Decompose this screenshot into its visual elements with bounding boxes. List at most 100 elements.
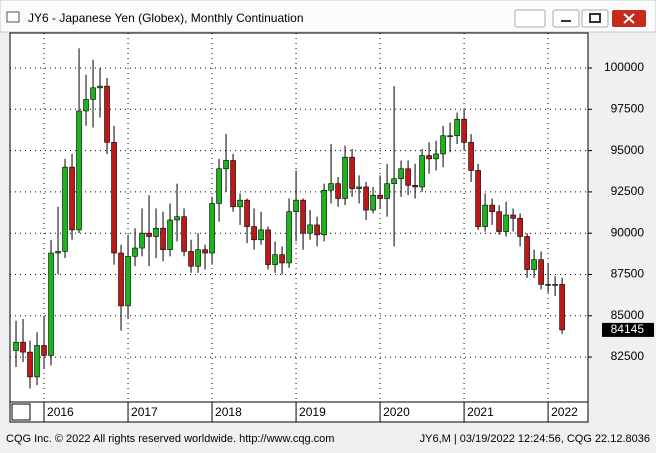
candle-body (293, 199, 299, 213)
candle-body (111, 142, 117, 254)
candle-body (48, 252, 54, 356)
candle-body (454, 118, 460, 137)
footer-left: CQG Inc. © 2022 All rights reserved worl… (6, 433, 334, 445)
candle-body (34, 345, 40, 378)
candle-body (552, 284, 558, 286)
last-price-tag (602, 322, 654, 337)
candle-body (244, 199, 250, 227)
candle-body (321, 189, 327, 236)
candle-body (412, 184, 418, 188)
candle-body (272, 254, 278, 265)
candle-body (139, 232, 145, 249)
y-tick-label: 87500 (611, 267, 645, 281)
candle-body (286, 211, 292, 264)
candle-body (265, 229, 271, 265)
candle-body (209, 203, 215, 254)
x-tick-label: 2022 (551, 405, 578, 419)
candle-body (251, 226, 257, 241)
candle-body (524, 236, 530, 270)
candle-body (188, 251, 194, 267)
candle-body (440, 135, 446, 155)
candle-body (223, 160, 229, 170)
window-title: JY6 - Japanese Yen (Globex), Monthly Con… (28, 11, 304, 25)
candle-body (195, 249, 201, 267)
y-tick-label: 97500 (611, 101, 645, 115)
candle-body (468, 142, 474, 171)
candle-body (153, 227, 159, 237)
candle-body (384, 183, 390, 199)
y-tick-label: 95000 (611, 143, 645, 157)
candle-body (538, 259, 544, 285)
candle-body (314, 224, 320, 236)
y-tick-label: 90000 (611, 225, 645, 239)
candle-body (517, 218, 523, 237)
candle-body (496, 211, 502, 232)
minimize-button[interactable] (552, 9, 580, 28)
candle-body (41, 345, 47, 356)
candle-body (335, 183, 341, 199)
candle-body (27, 351, 33, 378)
candle-body (104, 85, 110, 143)
footer-right: JY6,M | 03/19/2022 12:24:56, CQG 22.12.8… (420, 433, 650, 445)
candle-body (405, 168, 411, 186)
y-tick-label: 85000 (611, 308, 645, 322)
maximize-button[interactable] (581, 9, 609, 28)
last-price-label: 84145 (611, 322, 645, 336)
candle-body (174, 216, 180, 221)
x-tick-label: 2016 (47, 405, 74, 419)
candle-body (307, 224, 313, 234)
candle-body (300, 199, 306, 234)
candle-body (545, 284, 551, 286)
candle-body (489, 204, 495, 213)
candle-body (433, 153, 439, 160)
candle-body (363, 186, 369, 211)
candle-body (125, 256, 131, 307)
candle-body (531, 259, 537, 270)
candle-body (356, 186, 362, 189)
candle-body (447, 135, 453, 138)
candle-body (76, 110, 82, 231)
candle-body (216, 168, 222, 204)
candle-body (55, 251, 61, 254)
x-tick-label: 2020 (383, 405, 410, 419)
candle-body (146, 232, 152, 237)
link-button[interactable] (514, 9, 546, 28)
candle-body (258, 229, 264, 241)
candle-body (160, 227, 166, 251)
candle-body (181, 216, 187, 252)
candle-body (461, 118, 467, 143)
candle-body (20, 341, 26, 353)
candle-body (97, 85, 103, 89)
close-icon (623, 13, 635, 24)
candle-body (349, 156, 355, 189)
y-tick-label: 100000 (604, 60, 644, 74)
candle-body (419, 155, 425, 188)
candle-body (279, 254, 285, 264)
candle-body (202, 249, 208, 254)
y-tick-label: 92500 (611, 184, 645, 198)
candle-body (342, 156, 348, 199)
candle-body (230, 160, 236, 208)
maximize-icon (589, 13, 601, 23)
candle-body (83, 99, 89, 112)
candle-body (391, 178, 397, 184)
candle-body (475, 170, 481, 227)
y-tick-label: 82500 (611, 349, 645, 363)
corner-box (11, 403, 31, 421)
x-tick-label: 2019 (299, 405, 326, 419)
candle-body (118, 252, 124, 307)
x-tick-label: 2017 (131, 405, 158, 419)
candle-body (69, 166, 75, 231)
candle-body (398, 168, 404, 179)
candle-body (328, 183, 334, 191)
x-tick-label: 2021 (467, 405, 494, 419)
candle-body (90, 87, 96, 100)
candle-body (377, 194, 383, 199)
candle-body (503, 214, 509, 232)
title-bar (0, 0, 656, 33)
candle-body (13, 341, 19, 351)
candle-body (482, 204, 488, 227)
candle-body (426, 155, 432, 160)
candle-body (237, 199, 243, 208)
